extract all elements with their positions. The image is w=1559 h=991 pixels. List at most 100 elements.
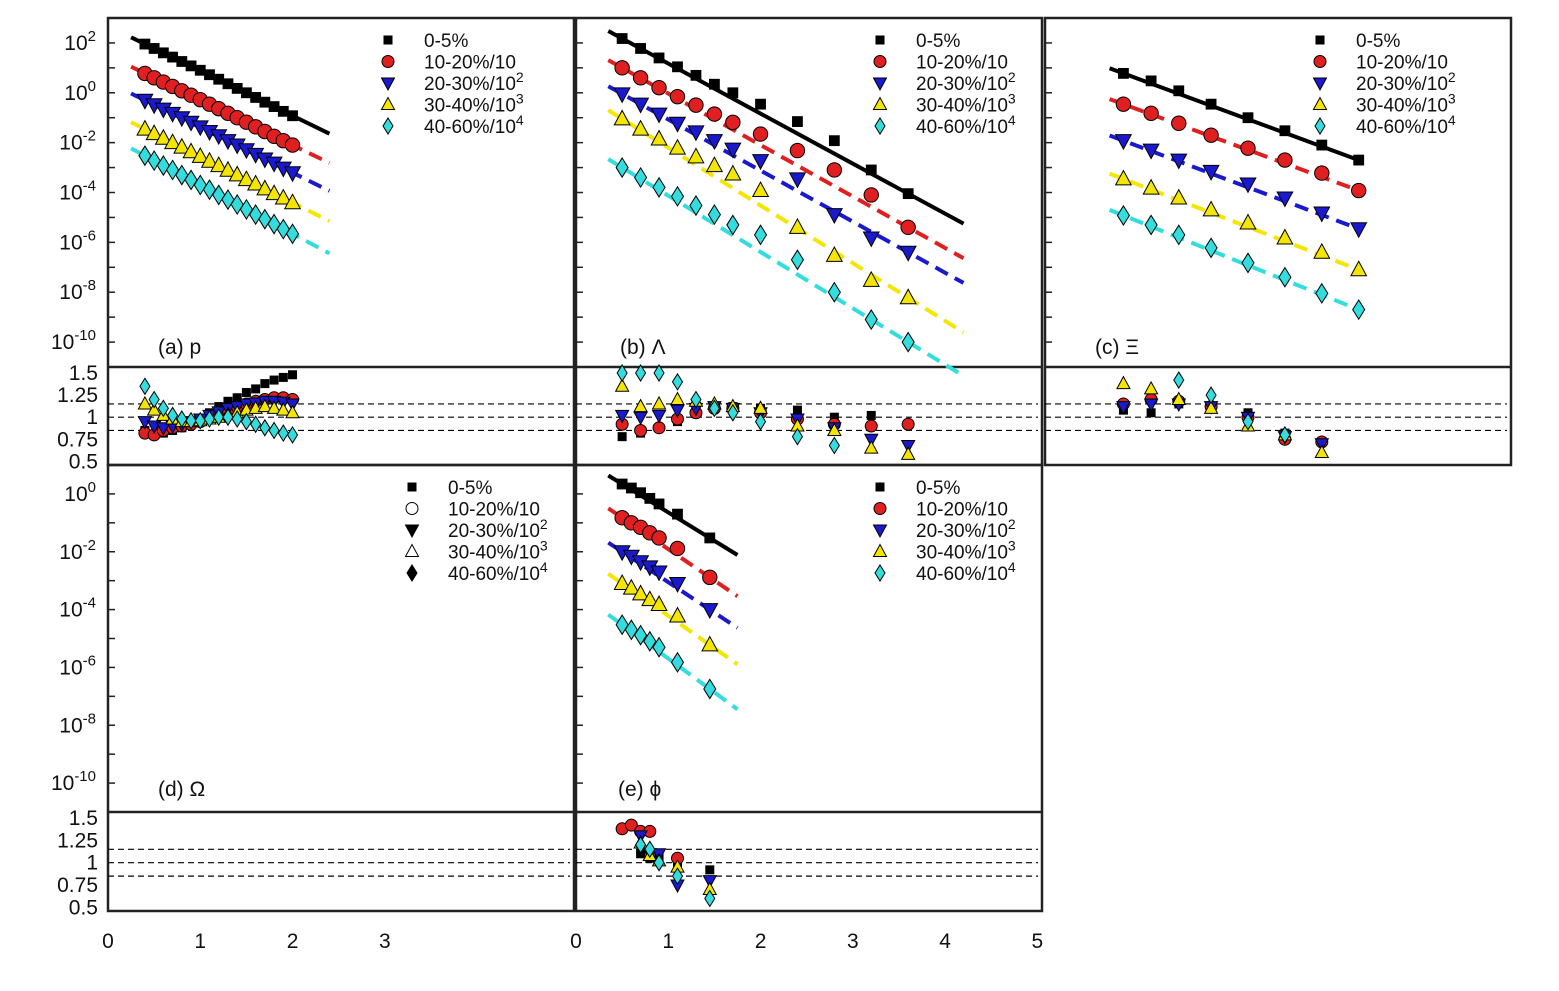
data-point bbox=[709, 78, 720, 90]
data-point bbox=[1352, 299, 1366, 321]
data-point bbox=[1142, 178, 1160, 195]
y-tick-label: 100 bbox=[64, 479, 96, 506]
ratio-point bbox=[1242, 412, 1254, 431]
legend-label: 10-20%/10 bbox=[448, 500, 540, 521]
ratio-point bbox=[827, 422, 842, 436]
legend-marker bbox=[872, 96, 888, 110]
data-point bbox=[249, 204, 263, 226]
fit-lines bbox=[130, 29, 1360, 711]
data-point bbox=[687, 147, 705, 164]
data-point bbox=[1350, 260, 1368, 277]
data-point bbox=[670, 185, 685, 207]
ratio-point bbox=[866, 410, 876, 420]
data-point bbox=[1314, 165, 1330, 181]
ratio-point bbox=[1173, 371, 1185, 390]
data-point bbox=[237, 170, 256, 187]
data-point bbox=[259, 96, 271, 108]
data-point bbox=[615, 157, 629, 179]
panel-label-e: (e) ϕ bbox=[618, 778, 661, 801]
ratio-point bbox=[1279, 425, 1291, 444]
data-point bbox=[788, 172, 807, 189]
ratio-point bbox=[137, 395, 153, 410]
panel-label-d: (d) Ω bbox=[158, 778, 205, 801]
ratio-point bbox=[157, 399, 169, 418]
ratio-point bbox=[863, 440, 879, 454]
data-point bbox=[1203, 127, 1219, 143]
x-tick-label: 3 bbox=[379, 930, 391, 953]
data-point bbox=[672, 61, 683, 73]
ratio-point bbox=[644, 840, 656, 859]
ratio-reference-lines bbox=[108, 403, 1507, 877]
y-tick-label: 10-6 bbox=[59, 652, 96, 679]
y-tick-label: 10-10 bbox=[51, 768, 96, 795]
data-point bbox=[825, 208, 843, 225]
legend-label: 0-5% bbox=[1356, 31, 1400, 52]
data-point bbox=[176, 56, 188, 67]
data-point bbox=[204, 69, 215, 81]
ratio-point bbox=[240, 412, 252, 431]
data-point bbox=[653, 498, 665, 510]
data-point bbox=[228, 165, 246, 182]
data-point bbox=[1316, 139, 1328, 151]
data-point bbox=[1351, 182, 1367, 199]
ratio-point bbox=[1205, 386, 1217, 405]
legend-label: 30-40%/103 bbox=[916, 91, 1016, 117]
ratio-point bbox=[1116, 401, 1131, 415]
panel-label-c: (c) Ξ bbox=[1095, 336, 1139, 359]
data-point bbox=[1276, 191, 1294, 208]
data-point bbox=[653, 52, 665, 64]
ratio-point bbox=[266, 400, 282, 414]
data-point bbox=[902, 188, 914, 200]
data-point bbox=[613, 87, 631, 104]
ratio-point bbox=[285, 404, 300, 419]
data-point bbox=[1144, 214, 1158, 236]
ratio-point bbox=[670, 404, 685, 419]
data-point bbox=[900, 219, 916, 236]
ratio-point bbox=[213, 408, 225, 427]
data-point bbox=[624, 619, 638, 641]
ratio-point bbox=[653, 853, 665, 872]
data-point bbox=[213, 73, 225, 85]
ratio-tick-label: 0.5 bbox=[69, 450, 98, 473]
x-tick-label: 0 bbox=[570, 930, 582, 953]
data-point bbox=[1239, 213, 1257, 230]
data-point bbox=[182, 142, 200, 159]
legend-marker bbox=[407, 482, 417, 492]
data-point bbox=[864, 309, 878, 331]
data-point bbox=[688, 97, 704, 113]
ratio-point bbox=[633, 411, 648, 426]
data-point bbox=[706, 106, 723, 122]
data-point bbox=[1277, 152, 1293, 168]
data-point bbox=[1118, 67, 1129, 79]
x-tick-label: 1 bbox=[662, 930, 674, 953]
data-point bbox=[650, 595, 668, 611]
data-point bbox=[631, 97, 650, 114]
ratio-point bbox=[257, 398, 273, 413]
ratio-point bbox=[634, 423, 648, 437]
data-point bbox=[752, 126, 769, 142]
data-point bbox=[1172, 224, 1186, 246]
ratio-point bbox=[185, 411, 197, 430]
data-point bbox=[650, 107, 668, 124]
data-point bbox=[256, 179, 274, 196]
axes-frame bbox=[106, 463, 576, 913]
legend-marker bbox=[1313, 55, 1327, 68]
ratio-point bbox=[166, 406, 179, 425]
x-tick-label: 5 bbox=[1031, 930, 1043, 953]
data-point bbox=[1170, 153, 1188, 170]
ratio-point bbox=[1314, 444, 1330, 459]
ratio-point bbox=[617, 432, 627, 442]
data-point bbox=[284, 137, 301, 153]
axes-frame bbox=[574, 463, 1044, 913]
data-point bbox=[163, 133, 182, 150]
ratio-tick-label: 0.5 bbox=[69, 896, 98, 919]
ratio-point bbox=[791, 427, 804, 446]
legend-marker bbox=[1315, 35, 1325, 45]
data-point bbox=[651, 530, 667, 546]
data-point bbox=[613, 574, 631, 590]
ratio-point bbox=[1143, 398, 1159, 412]
data-point bbox=[1313, 242, 1331, 259]
data-point bbox=[701, 635, 719, 652]
ratio-tick-label: 1 bbox=[86, 406, 98, 429]
legend-label: 40-60%/104 bbox=[916, 559, 1016, 585]
